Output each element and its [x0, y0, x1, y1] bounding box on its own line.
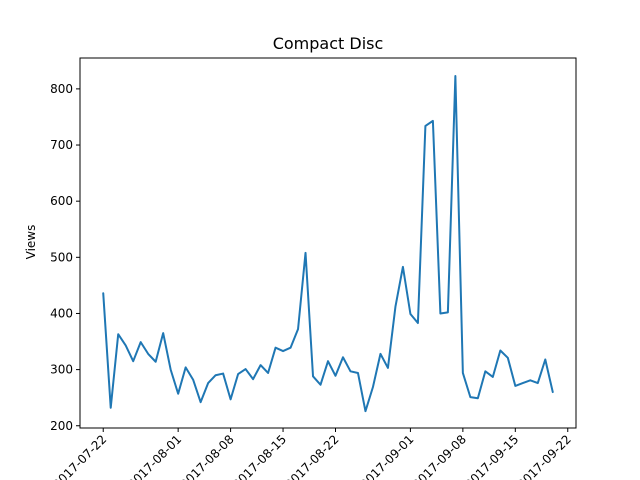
y-tick-label: 800 [50, 82, 73, 96]
y-axis: 200 300 400 500 600 700 800 [50, 82, 80, 433]
y-tick-label: 200 [50, 419, 73, 433]
series-line [102, 74, 554, 413]
y-tick-label: 700 [50, 138, 73, 152]
y-tick-label: 400 [50, 306, 73, 320]
y-tick-label: 500 [50, 250, 73, 264]
y-tick-label: 600 [50, 194, 73, 208]
y-tick-label: 300 [50, 363, 73, 377]
axes-frame [79, 57, 577, 429]
y-axis-label: Views [24, 225, 38, 260]
chart-title: Compact Disc [273, 34, 384, 53]
